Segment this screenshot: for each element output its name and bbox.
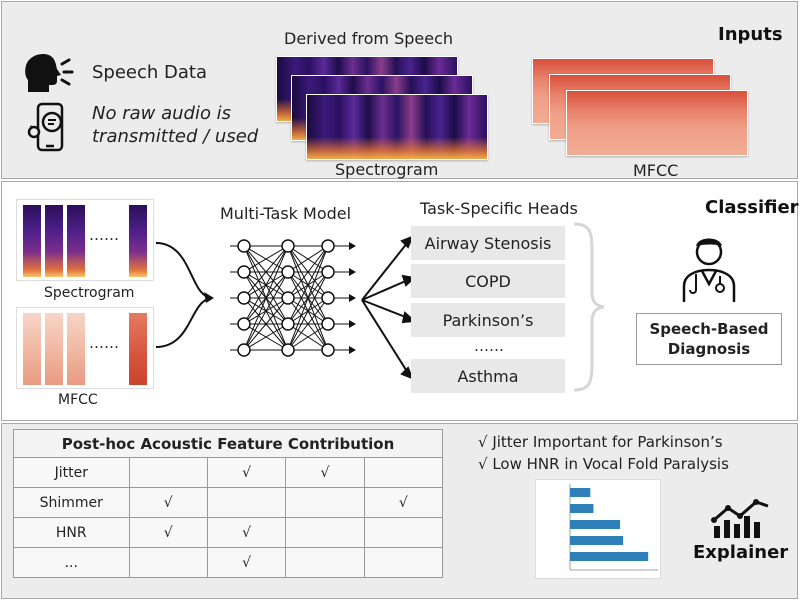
multi-task-model-label: Multi-Task Model bbox=[220, 204, 352, 223]
head-copd: COPD bbox=[411, 264, 565, 298]
mfcc-thumb bbox=[67, 313, 85, 385]
table-cell: √ bbox=[363, 487, 444, 518]
network-node bbox=[321, 317, 335, 331]
shap-bar bbox=[570, 504, 594, 513]
table-row: Shimmer √ √ bbox=[13, 487, 444, 518]
network-node bbox=[237, 265, 251, 279]
note-hnr: √ Low HNR in Vocal Fold Paralysis bbox=[478, 455, 729, 473]
row-label: ... bbox=[13, 547, 130, 578]
spectrogram-label: Spectrogram bbox=[335, 160, 439, 179]
table-row: ... √ bbox=[13, 547, 444, 578]
shap-bar bbox=[570, 536, 624, 545]
mfcc-thumb bbox=[45, 313, 63, 385]
network-node bbox=[321, 239, 335, 253]
mfcc-thumbnail-group: …… bbox=[16, 307, 154, 389]
spectrogram-thumb bbox=[67, 205, 85, 277]
network-node bbox=[281, 265, 295, 279]
table-row: HNR √ √ bbox=[13, 517, 444, 548]
heads-ellipsis: …… bbox=[474, 337, 504, 355]
head-asthma: Asthma bbox=[411, 359, 565, 393]
spectrogram-thumb bbox=[45, 205, 63, 277]
table-cell: √ bbox=[128, 487, 208, 518]
table-cell: √ bbox=[128, 517, 208, 548]
speech-data-label: Speech Data bbox=[92, 62, 208, 83]
head-parkinsons: Parkinson’s bbox=[411, 303, 565, 337]
no-audio-line1: No raw audio is bbox=[92, 103, 232, 124]
table-cell bbox=[285, 547, 365, 578]
network-node bbox=[281, 343, 295, 357]
row-label: Shimmer bbox=[13, 487, 130, 518]
network-node bbox=[281, 317, 295, 331]
no-audio-line2: transmitted / used bbox=[92, 126, 259, 147]
table-cell: √ bbox=[206, 457, 287, 488]
explainer-title: Explainer bbox=[693, 542, 789, 563]
network-node bbox=[237, 291, 251, 305]
shap-bars bbox=[569, 484, 658, 571]
table-cell: √ bbox=[206, 547, 287, 578]
merge-arrows bbox=[155, 242, 214, 348]
derived-from-speech-label: Derived from Speech bbox=[284, 29, 453, 48]
spectrogram-label-small: Spectrogram bbox=[44, 285, 135, 301]
spectrogram-thumbnail-group: …… bbox=[16, 199, 154, 281]
shap-bar bbox=[570, 552, 649, 561]
feature-contribution-table: Post-hoc Acoustic Feature Contribution J… bbox=[13, 429, 444, 578]
classifier-title: Classifier bbox=[705, 197, 799, 218]
mfcc-label: MFCC bbox=[633, 161, 679, 180]
network-node bbox=[237, 317, 251, 331]
spectrogram-thumb bbox=[129, 205, 147, 277]
table-cell bbox=[206, 487, 287, 518]
row-label: HNR bbox=[13, 517, 130, 548]
network-node bbox=[321, 343, 335, 357]
table-cell bbox=[363, 517, 444, 548]
analytics-chart-icon bbox=[711, 499, 769, 538]
network-node bbox=[237, 343, 251, 357]
speech-based-diagnosis-box: Speech-Based Diagnosis bbox=[636, 313, 782, 365]
network-node bbox=[281, 239, 295, 253]
doctor-icon bbox=[682, 238, 736, 302]
speaking-head-icon bbox=[25, 53, 74, 92]
task-heads-label: Task-Specific Heads bbox=[420, 199, 578, 218]
network-node bbox=[321, 265, 335, 279]
table-cell bbox=[363, 457, 444, 488]
network-node bbox=[237, 239, 251, 253]
shap-bar bbox=[570, 488, 591, 497]
neural-network-icon bbox=[230, 239, 356, 357]
table-cell bbox=[128, 457, 208, 488]
network-node bbox=[281, 291, 295, 305]
ellipsis: …… bbox=[89, 334, 119, 352]
mfcc-label-small: MFCC bbox=[58, 392, 98, 408]
spectrogram-card bbox=[306, 94, 488, 160]
mfcc-thumb bbox=[129, 313, 147, 385]
table-cell bbox=[128, 547, 208, 578]
table-cell bbox=[285, 487, 365, 518]
table-cell: √ bbox=[285, 457, 365, 488]
table-cell: √ bbox=[206, 517, 287, 548]
table-row: Jitter √ √ bbox=[13, 457, 444, 488]
table-cell bbox=[363, 547, 444, 578]
ellipsis: …… bbox=[89, 226, 119, 244]
diagnosis-line1: Speech-Based bbox=[649, 320, 769, 338]
network-node bbox=[321, 291, 335, 305]
fanout-arrows bbox=[361, 235, 417, 380]
brace bbox=[573, 222, 605, 392]
shap-mini-chart bbox=[535, 479, 661, 579]
shap-bar bbox=[570, 520, 621, 529]
mfcc-thumb bbox=[23, 313, 41, 385]
head-airway-stenosis: Airway Stenosis bbox=[411, 226, 565, 260]
row-label: Jitter bbox=[13, 457, 130, 488]
table-cell bbox=[285, 517, 365, 548]
smartphone-icon bbox=[27, 102, 64, 152]
diagnosis-line2: Diagnosis bbox=[667, 340, 751, 358]
table-title: Post-hoc Acoustic Feature Contribution bbox=[13, 429, 443, 458]
mfcc-card bbox=[566, 90, 748, 156]
note-jitter: √ Jitter Important for Parkinson’s bbox=[478, 433, 723, 451]
inputs-title: Inputs bbox=[718, 24, 783, 45]
spectrogram-thumb bbox=[23, 205, 41, 277]
